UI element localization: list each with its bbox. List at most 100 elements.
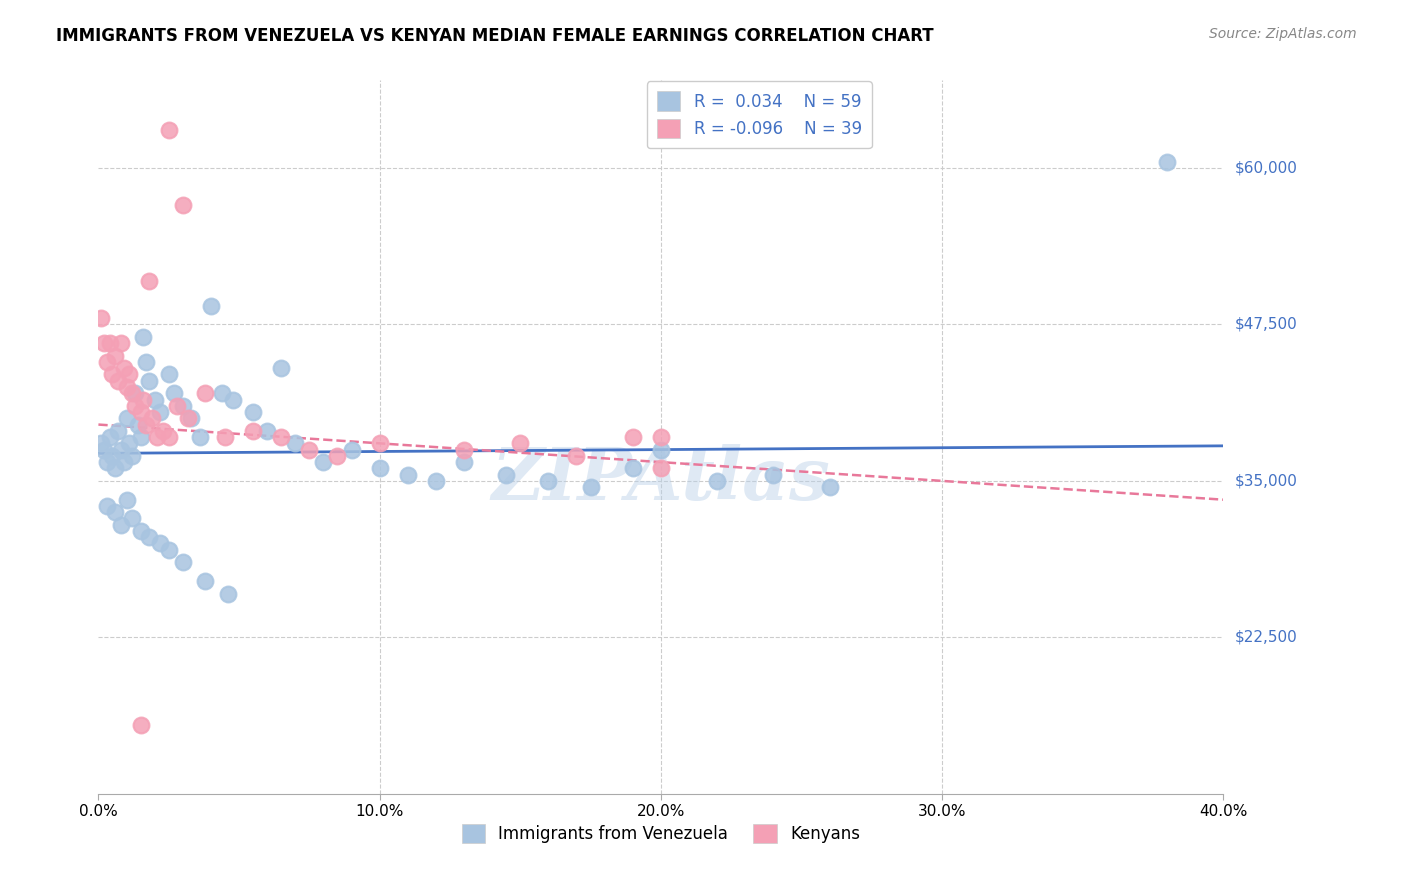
Point — [138, 274, 160, 288]
Point — [425, 474, 447, 488]
Point — [96, 455, 118, 469]
Point — [98, 430, 121, 444]
Point — [650, 442, 672, 457]
Point — [146, 430, 169, 444]
Point — [115, 380, 138, 394]
Point — [90, 436, 112, 450]
Point — [98, 336, 121, 351]
Point — [96, 499, 118, 513]
Point — [124, 386, 146, 401]
Point — [194, 386, 217, 401]
Point — [621, 430, 644, 444]
Point — [157, 430, 180, 444]
Point — [104, 505, 127, 519]
Point — [127, 417, 149, 432]
Point — [101, 449, 124, 463]
Point — [706, 474, 728, 488]
Point — [143, 392, 166, 407]
Text: $47,500: $47,500 — [1234, 317, 1298, 332]
Point — [96, 355, 118, 369]
Point — [129, 405, 152, 419]
Point — [118, 436, 141, 450]
Point — [104, 461, 127, 475]
Point — [368, 461, 391, 475]
Point — [129, 430, 152, 444]
Point — [453, 455, 475, 469]
Point — [1156, 154, 1178, 169]
Point — [132, 392, 155, 407]
Point — [340, 442, 363, 457]
Point — [104, 349, 127, 363]
Point — [188, 430, 211, 444]
Point — [135, 417, 157, 432]
Point — [121, 386, 143, 401]
Point — [107, 374, 129, 388]
Point — [152, 424, 174, 438]
Point — [326, 449, 349, 463]
Point — [298, 442, 321, 457]
Point — [537, 474, 560, 488]
Point — [177, 411, 200, 425]
Point — [818, 480, 841, 494]
Point — [132, 330, 155, 344]
Point — [312, 455, 335, 469]
Text: $22,500: $22,500 — [1234, 630, 1298, 645]
Point — [121, 511, 143, 525]
Point — [157, 542, 180, 557]
Point — [129, 718, 152, 732]
Point — [110, 517, 132, 532]
Point — [453, 442, 475, 457]
Point — [141, 411, 163, 425]
Point — [211, 386, 233, 401]
Point — [242, 405, 264, 419]
Point — [138, 530, 160, 544]
Point — [90, 311, 112, 326]
Point — [124, 399, 146, 413]
Text: Source: ZipAtlas.com: Source: ZipAtlas.com — [1209, 27, 1357, 41]
Point — [172, 198, 194, 212]
Point — [396, 467, 419, 482]
Point — [650, 430, 672, 444]
Point — [149, 405, 172, 419]
Point — [110, 442, 132, 457]
Point — [650, 461, 672, 475]
Point — [115, 411, 138, 425]
Point — [495, 467, 517, 482]
Point — [135, 355, 157, 369]
Point — [166, 399, 188, 413]
Point — [93, 336, 115, 351]
Text: $60,000: $60,000 — [1234, 161, 1298, 176]
Point — [200, 299, 222, 313]
Point — [180, 411, 202, 425]
Point — [157, 368, 180, 382]
Legend: Immigrants from Venezuela, Kenyans: Immigrants from Venezuela, Kenyans — [456, 817, 866, 850]
Text: IMMIGRANTS FROM VENEZUELA VS KENYAN MEDIAN FEMALE EARNINGS CORRELATION CHART: IMMIGRANTS FROM VENEZUELA VS KENYAN MEDI… — [56, 27, 934, 45]
Point — [157, 123, 180, 137]
Point — [101, 368, 124, 382]
Point — [270, 430, 292, 444]
Point — [762, 467, 785, 482]
Point — [129, 524, 152, 538]
Point — [214, 430, 236, 444]
Point — [121, 449, 143, 463]
Point — [172, 555, 194, 569]
Text: ZIPAtlas: ZIPAtlas — [492, 444, 830, 516]
Point — [172, 399, 194, 413]
Point — [194, 574, 217, 588]
Point — [217, 586, 239, 600]
Point — [163, 386, 186, 401]
Point — [138, 374, 160, 388]
Text: $35,000: $35,000 — [1234, 474, 1298, 489]
Point — [270, 361, 292, 376]
Point — [112, 455, 135, 469]
Point — [115, 492, 138, 507]
Point — [118, 368, 141, 382]
Point — [621, 461, 644, 475]
Point — [579, 480, 602, 494]
Point — [242, 424, 264, 438]
Point — [93, 442, 115, 457]
Point — [107, 424, 129, 438]
Point — [509, 436, 531, 450]
Point — [222, 392, 245, 407]
Point — [565, 449, 588, 463]
